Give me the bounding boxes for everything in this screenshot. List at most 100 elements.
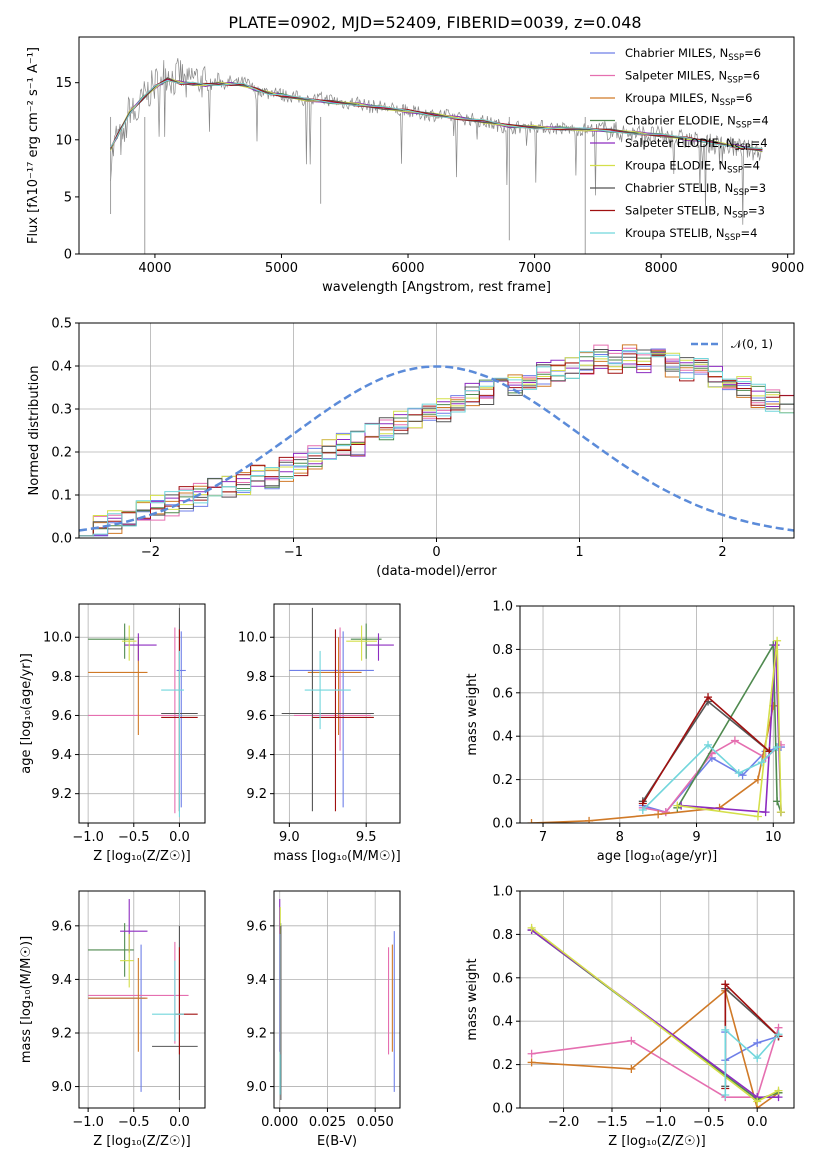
x-tick-label: 2 [718, 545, 726, 560]
weight-point-marker [753, 812, 762, 821]
x-tick-label: 4000 [138, 261, 171, 276]
x-axis-label: (data-model)/error [376, 564, 497, 579]
legend-series-name: Kroupa MILES, N [625, 91, 720, 105]
legend-series-name: Chabrier MILES, N [625, 46, 728, 60]
y-tick-label: 10 [55, 133, 72, 148]
y-tick-label: 15 [55, 76, 72, 91]
gaussian-curve [79, 365, 794, 532]
y-axis-label: age [log₁₀(age/yr)] [19, 653, 34, 774]
legend-series-name: Salpeter MILES, N [625, 69, 727, 83]
x-axis-label: Z [log₁₀(Z/Z☉)] [608, 1134, 705, 1149]
y-tick-label: 1.0 [492, 885, 513, 900]
panel-spectrum: 4000 5000 6000 7000 8000 9000 0 5 10 15 wavelength… [26, 36, 804, 295]
legend-entry: 𝒩(0, 1) [731, 337, 773, 351]
residual-histogram-3 [79, 351, 794, 537]
weight-point-marker [753, 1097, 762, 1106]
x-axis-label: Z [log₁₀(Z/Z☉)] [93, 1134, 190, 1149]
y-tick-label: 1.0 [492, 600, 513, 615]
x-tick-label: −1.0 [645, 1115, 677, 1130]
grid-lines [274, 891, 400, 1108]
y-tick-label: 0.2 [492, 773, 513, 788]
x-tick-label: 5000 [265, 261, 298, 276]
residual-histogram-8 [79, 350, 794, 537]
x-tick-label: 1 [575, 545, 583, 560]
legend-entry: Kroupa MILES, NSSP=6 [625, 91, 752, 108]
weight-point-marker [774, 1086, 783, 1095]
weight-point-marker [730, 736, 739, 745]
weight-point-marker [753, 1054, 762, 1063]
y-tick-label: 9.2 [246, 1026, 267, 1041]
x-tick-label: 7 [539, 830, 547, 845]
axes-frame [78, 890, 206, 1109]
legend-sub: SSP [720, 98, 736, 108]
y-tick-label: 9.6 [51, 709, 72, 724]
weight-line-2 [531, 705, 775, 823]
grid-lines [79, 322, 794, 539]
y-tick-label: 0.0 [51, 532, 72, 547]
x-tick-label: 10 [765, 830, 782, 845]
y-axis-label: mass weight [465, 958, 480, 1040]
y-tick-label: 9.6 [246, 919, 267, 934]
axes-frame [78, 322, 795, 539]
y-tick-label: 0.8 [492, 928, 513, 943]
y-tick-label: 0.2 [51, 446, 72, 461]
plot-area [79, 344, 794, 537]
y-tick-label: 9.8 [246, 670, 267, 685]
x-tick-label: −1.0 [72, 830, 104, 845]
weight-point-marker [527, 923, 536, 932]
weight-point-marker [704, 740, 713, 749]
model-spectrum-6 [110, 77, 763, 152]
legend-count: =4 [752, 114, 769, 128]
y-tick-label: 0.2 [492, 1058, 513, 1073]
weight-point-marker [721, 980, 730, 989]
y-axis-label: Flux [fλ10⁻¹⁷ erg cm⁻² s⁻¹ A⁻¹] [26, 47, 41, 244]
y-axis-label: mass [log₁₀(M/M☉)] [19, 936, 34, 1063]
weight-point-marker [661, 808, 670, 817]
axes-frame [273, 890, 401, 1109]
legend-sub: SSP [735, 143, 751, 153]
y-tick-label: 10.0 [238, 631, 267, 646]
y-tick-label: 0.3 [51, 403, 72, 418]
y-tick-label: 0.0 [492, 817, 513, 832]
y-tick-label: 9.6 [51, 919, 72, 934]
weight-line-8 [642, 743, 778, 811]
y-tick-label: 9.2 [51, 1026, 72, 1041]
y-tick-label: 0.4 [492, 1015, 513, 1030]
weight-point-marker [638, 805, 647, 814]
panel-weight-vs-Z: −2.0 −1.5 −1.0 −0.5 0.0 0.0 0.2 0.4 0.6 0.8 1.0 Z [… [465, 885, 795, 1149]
x-axis-label: age [log₁₀(age/yr)] [597, 849, 718, 864]
x-tick-label: 9.5 [356, 830, 377, 845]
legend-entry: Salpeter MILES, NSSP=6 [625, 69, 760, 86]
legend-sub: SSP [727, 166, 743, 176]
weight-point-marker [627, 1064, 636, 1073]
weight-point-marker [721, 1025, 730, 1034]
x-tick-label: −1.0 [72, 1115, 104, 1130]
legend-sub: SSP [736, 121, 752, 131]
legend-entry: Kroupa STELIB, NSSP=4 [625, 226, 757, 243]
x-tick-label: 6000 [391, 261, 424, 276]
y-tick-label: 9.0 [51, 1080, 72, 1095]
weight-point-marker [673, 801, 682, 810]
legend-series-name: Chabrier STELIB, N [625, 181, 733, 195]
y-axis-label: mass weight [465, 673, 480, 755]
x-tick-label: 0.0 [169, 1115, 190, 1130]
y-tick-label: 9.4 [51, 748, 72, 763]
x-tick-label: 8000 [645, 261, 678, 276]
y-tick-label: 0.1 [51, 489, 72, 504]
legend-count: =6 [744, 46, 761, 60]
panel-age-vs-mass: 9.0 9.5 9.2 9.4 9.6 9.8 10.0 mass [log₁₀(M/M☉)] [238, 603, 401, 864]
weight-line-5 [677, 640, 782, 818]
x-tick-label: −2.0 [548, 1115, 580, 1130]
x-tick-label: 8 [616, 830, 624, 845]
plot-area [527, 923, 783, 1108]
legend-entry: Chabrier ELODIE, NSSP=4 [625, 114, 769, 131]
legend-count: =3 [749, 181, 766, 195]
legend-sub: SSP [727, 76, 743, 86]
y-tick-label: 0 [64, 248, 72, 263]
legend-series-name: Kroupa STELIB, N [625, 226, 725, 240]
x-tick-label: −0.5 [118, 830, 150, 845]
panel-residuals: −2 −1 0 1 2 0.0 0.1 0.2 0.3 0.4 0.5 (data-model)/er… [27, 317, 795, 579]
y-tick-label: 9.8 [51, 670, 72, 685]
axes-frame [273, 603, 401, 824]
